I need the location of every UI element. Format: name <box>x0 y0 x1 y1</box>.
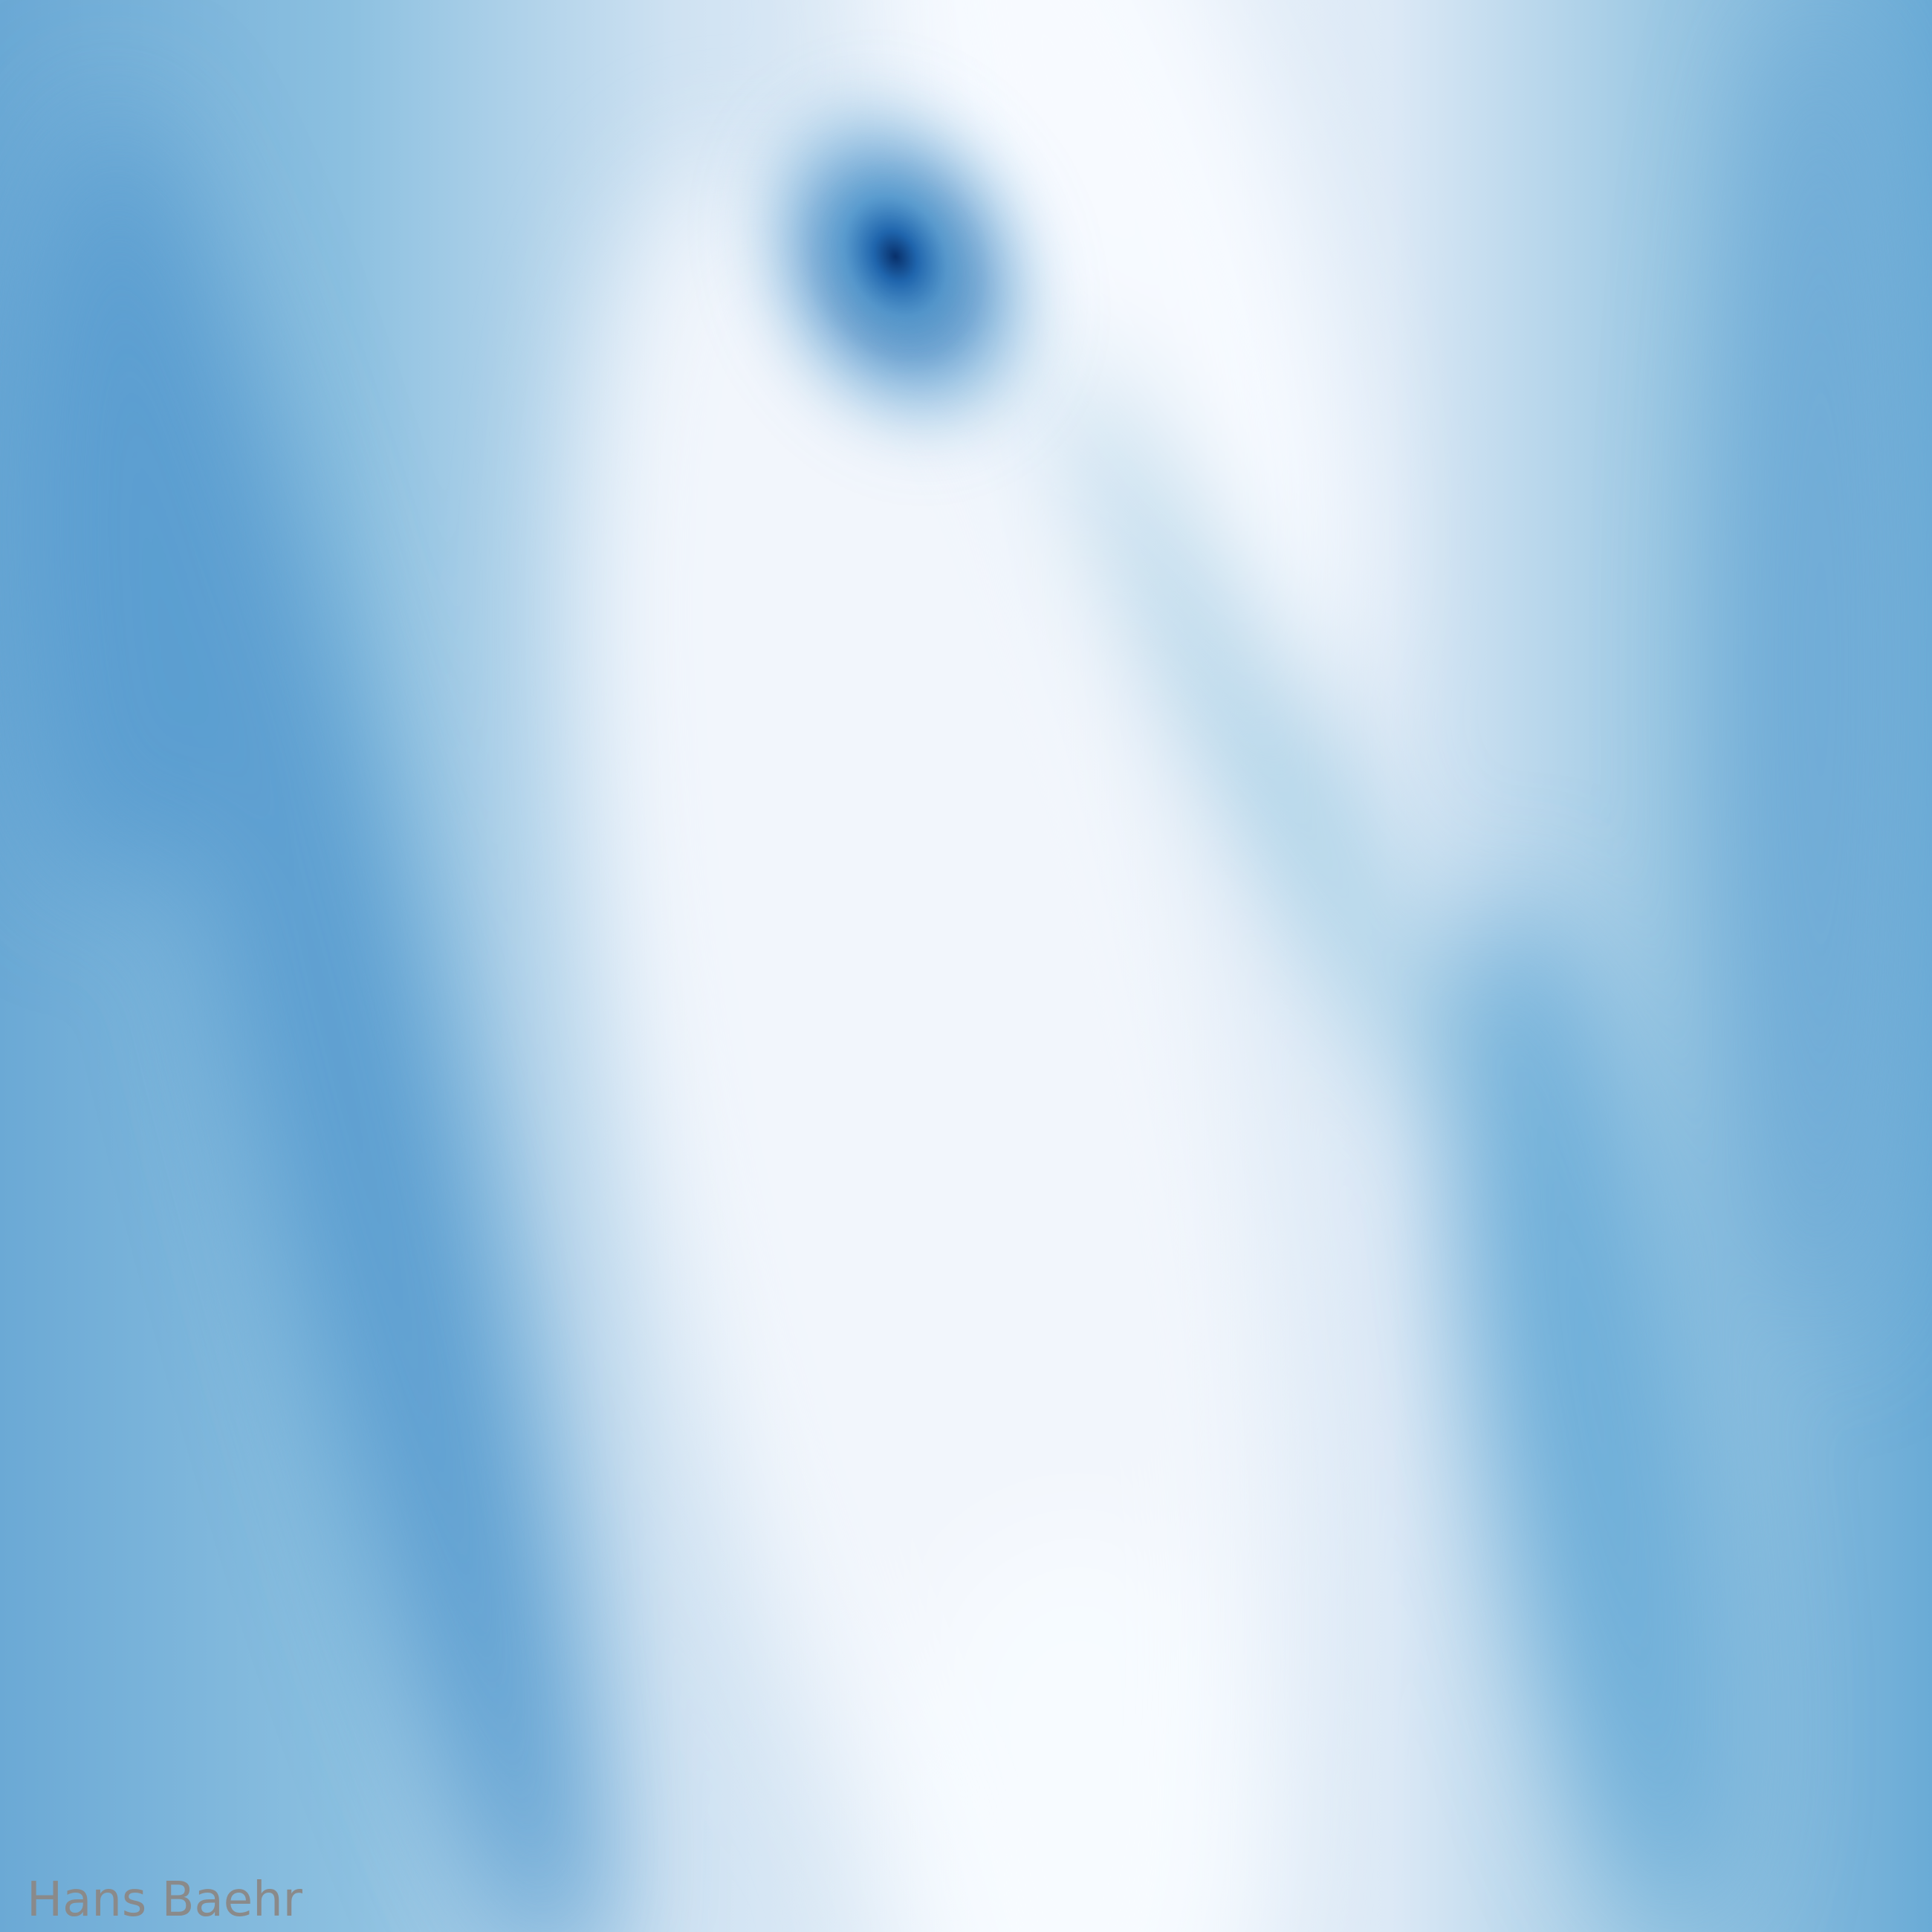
signature: Hans Baehr <box>27 1873 303 1928</box>
dark-spot-core <box>809 155 982 357</box>
